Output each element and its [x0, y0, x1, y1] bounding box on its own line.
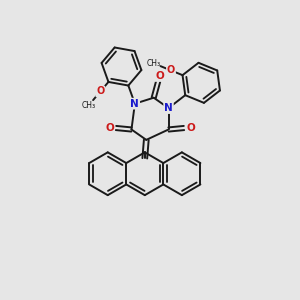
Text: O: O [96, 86, 104, 97]
Text: O: O [105, 123, 114, 133]
Text: O: O [186, 123, 195, 133]
Text: N: N [164, 103, 173, 113]
Text: CH₃: CH₃ [147, 59, 161, 68]
Text: N: N [130, 99, 139, 109]
Text: O: O [155, 71, 164, 81]
Text: O: O [167, 65, 175, 75]
Text: CH₃: CH₃ [81, 101, 95, 110]
